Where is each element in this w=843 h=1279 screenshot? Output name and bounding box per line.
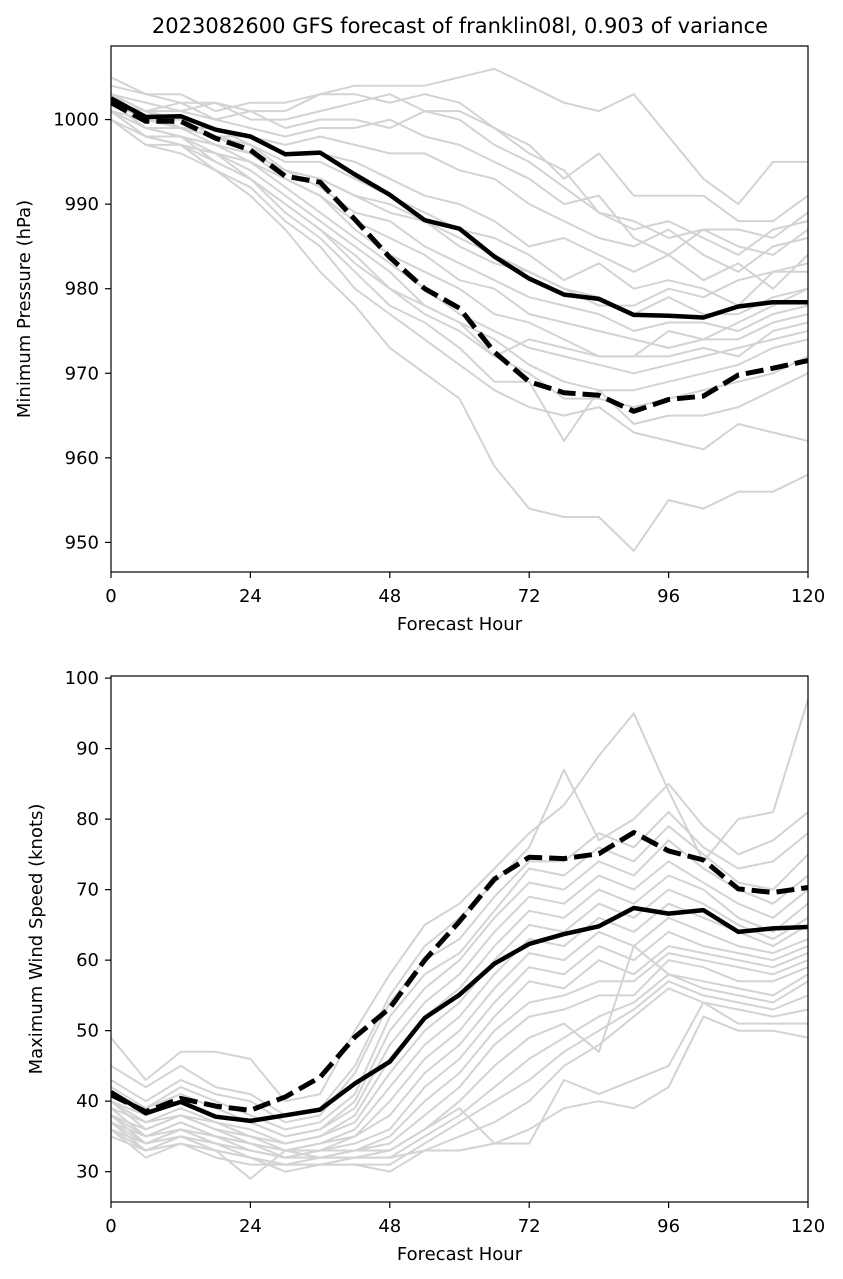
wind-x-tick-label: 72 (518, 1216, 541, 1237)
pressure-axes-frame (110, 45, 809, 573)
wind-x-tick-label: 48 (378, 1216, 401, 1237)
wind-ensemble-member-11 (111, 930, 808, 1159)
wind-ensemble-member-1 (111, 699, 808, 1103)
pressure-ensemble-member-16 (111, 118, 808, 442)
wind-y-tick-label: 50 (76, 1021, 99, 1042)
wind-y-tick-label: 90 (76, 739, 99, 760)
wind-ensemble-member-7 (111, 874, 808, 1145)
wind-y-tick-label: 40 (76, 1091, 99, 1112)
pressure-y-tick-label: 1000 (53, 110, 99, 131)
pressure-y-tick-label: 970 (65, 363, 99, 384)
pressure-y-tick-label: 950 (65, 532, 99, 553)
figure-title: 2023082600 GFS forecast of franklin08l, … (152, 14, 768, 38)
wind-plot-area (111, 699, 808, 1180)
wind-panel: 0 24 48 72 96 120 30 40 50 60 70 80 90 100 Forecast Ho… (26, 668, 825, 1265)
pressure-x-tick-label: 24 (239, 586, 262, 607)
pressure-ensemble-member-7 (111, 93, 808, 290)
wind-y-tick-label: 30 (76, 1162, 99, 1183)
wind-ensemble-member-19 (111, 1015, 808, 1159)
wind-x-tick-label: 24 (239, 1216, 262, 1237)
wind-ensemble-member-3 (111, 811, 808, 1124)
wind-x-axis-label: Forecast Hour (397, 1244, 523, 1265)
pressure-ensemble-member-11 (111, 110, 808, 349)
pressure-x-tick-label: 96 (657, 586, 680, 607)
pressure-ensemble-member-17 (111, 110, 808, 451)
pressure-ensemble-member-9 (111, 110, 808, 316)
pressure-x-tick-label: 120 (791, 586, 825, 607)
pressure-x-tick-label: 48 (378, 586, 401, 607)
wind-x-tick-label: 96 (657, 1216, 680, 1237)
pressure-ensemble-member-2 (111, 84, 808, 223)
wind-axes-frame (110, 675, 809, 1203)
wind-ensemble-member-4 (111, 825, 808, 1131)
wind-x-tick-label: 120 (791, 1216, 825, 1237)
pressure-x-axis-label: Forecast Hour (397, 614, 523, 635)
wind-ensemble-member-13 (111, 952, 808, 1159)
pressure-x-tick-label: 72 (518, 586, 541, 607)
wind-y-tick-label: 80 (76, 809, 99, 830)
pressure-highlight-line (111, 100, 808, 414)
pressure-x-tick-label: 0 (105, 586, 116, 607)
wind-ensemble-member-8 (111, 888, 808, 1145)
wind-ensemble-member-17 (111, 980, 808, 1173)
pressure-panel: 0 24 48 72 96 120 950 960 970 980 990 1000 Forecast … (14, 45, 825, 635)
wind-ensemble-member-20 (111, 1001, 808, 1152)
pressure-y-tick-label: 960 (65, 448, 99, 469)
wind-mean-line (111, 905, 808, 1124)
wind-x-tick-label: 0 (105, 1216, 116, 1237)
wind-highlight-line (111, 830, 808, 1115)
pressure-ensemble-member-13 (111, 110, 808, 375)
pressure-mean-line (111, 96, 808, 320)
wind-y-tick-label: 60 (76, 950, 99, 971)
pressure-plot-area (111, 67, 808, 552)
pressure-ensemble-member-19 (111, 101, 808, 358)
pressure-ensemble-member-5 (111, 101, 808, 256)
pressure-ensemble-member-4 (111, 93, 808, 256)
pressure-ensemble-member-12 (111, 101, 808, 358)
wind-ensemble-member-18 (111, 987, 808, 1173)
pressure-y-tick-label: 990 (65, 194, 99, 215)
pressure-y-tick-label: 980 (65, 279, 99, 300)
wind-y-axis-label: Maximum Wind Speed (knots) (26, 804, 47, 1075)
pressure-y-axis-label: Minimum Pressure (hPa) (14, 200, 35, 418)
wind-y-tick-label: 70 (76, 880, 99, 901)
wind-ensemble-member-16 (111, 973, 808, 1166)
pressure-ensemble-member-18 (111, 118, 808, 552)
wind-y-tick-label: 100 (65, 668, 99, 689)
